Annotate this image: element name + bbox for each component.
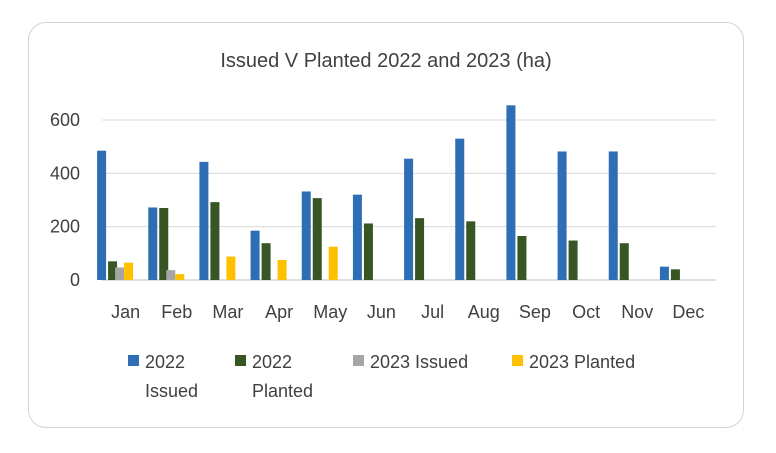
bar-2022-issued-oct	[557, 151, 567, 280]
legend-label-3: 2023 Planted	[529, 352, 635, 372]
x-tick-label: Apr	[265, 302, 293, 322]
x-tick-label: Jun	[367, 302, 396, 322]
bar-2022-issued-dec	[659, 266, 669, 280]
x-tick-label: Jul	[421, 302, 444, 322]
legend-swatch-1	[235, 355, 246, 366]
legend-swatch-0	[128, 355, 139, 366]
bar-2022-planted-oct	[568, 240, 578, 280]
y-tick-label: 600	[50, 110, 80, 130]
x-tick-label: May	[313, 302, 347, 322]
x-tick-label: Mar	[212, 302, 243, 322]
x-tick-label: Nov	[621, 302, 653, 322]
chart-card	[28, 22, 744, 428]
bar-2022-planted-jan	[108, 261, 118, 280]
bar-2022-issued-jul	[404, 158, 414, 280]
bar-2023-planted-apr	[277, 260, 287, 280]
bar-2022-planted-aug	[466, 221, 476, 280]
legend-label-1: 2022 Planted	[252, 352, 313, 401]
x-tick-label: Dec	[672, 302, 704, 322]
bar-2022-issued-nov	[608, 151, 618, 280]
bar-2023-planted-jan	[124, 262, 134, 280]
x-tick-label: Sep	[519, 302, 551, 322]
bars	[97, 105, 680, 280]
bar-2022-planted-jul	[415, 218, 425, 280]
legend-swatch-3	[512, 355, 523, 366]
bar-2022-planted-may	[312, 198, 322, 280]
bar-2022-issued-sep	[506, 105, 516, 280]
bar-2022-issued-jan	[97, 150, 107, 280]
bar-2022-issued-apr	[250, 230, 260, 280]
bar-2022-planted-jun	[363, 223, 373, 280]
bar-2023-planted-may	[328, 246, 338, 280]
bar-2023-planted-feb	[175, 274, 185, 280]
bar-2023-issued-feb	[166, 270, 176, 280]
bar-2022-planted-sep	[517, 236, 527, 280]
x-tick-label: Oct	[572, 302, 600, 322]
bar-2022-issued-may	[301, 191, 311, 280]
x-tick-label: Jan	[111, 302, 140, 322]
x-axis-ticks: Jan Feb Mar Apr May Jun Jul Aug Sep Oct Nov Dec	[111, 302, 704, 322]
bar-2023-issued-jan	[115, 267, 125, 280]
y-tick-label: 200	[50, 217, 80, 237]
legend-swatch-2	[353, 355, 364, 366]
bar-2022-issued-feb	[148, 207, 158, 280]
legend: 2022 Issued 2022 Planted 2023 Issued 2023 Pla…	[128, 352, 635, 401]
y-tick-label: 400	[50, 163, 80, 183]
bar-2022-planted-feb	[159, 208, 169, 280]
x-tick-label: Feb	[161, 302, 192, 322]
chart-title: Issued V Planted 2022 and 2023 (ha)	[220, 50, 551, 72]
y-axis-ticks: 0 200 400 600	[50, 110, 80, 290]
bar-2022-issued-mar	[199, 161, 209, 280]
bar-2022-issued-jun	[352, 194, 362, 280]
bar-2022-planted-nov	[619, 243, 629, 280]
bar-2022-planted-mar	[210, 202, 220, 280]
legend-label-2: 2023 Issued	[370, 352, 468, 372]
x-tick-label: Aug	[468, 302, 500, 322]
bar-2022-issued-aug	[455, 138, 465, 280]
bar-2023-planted-mar	[226, 256, 236, 280]
y-tick-label: 0	[70, 270, 80, 290]
legend-label-0: 2022 Issued	[145, 352, 198, 401]
bar-2022-planted-apr	[261, 243, 271, 280]
bar-2022-planted-dec	[670, 269, 680, 280]
